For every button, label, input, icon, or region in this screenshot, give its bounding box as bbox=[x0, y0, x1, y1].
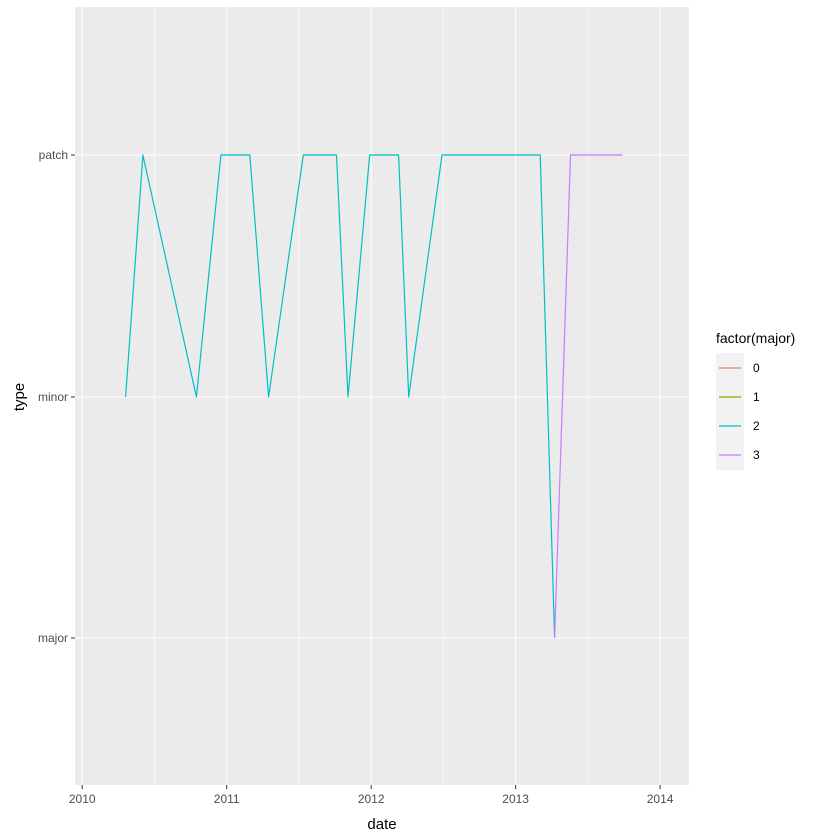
legend-label-1: 1 bbox=[753, 390, 760, 404]
major-gridlines bbox=[75, 7, 689, 785]
legend-key-background bbox=[716, 353, 744, 470]
x-tick-label: 2010 bbox=[69, 792, 96, 806]
legend-title: factor(major) bbox=[716, 330, 795, 346]
minor-gridlines bbox=[154, 7, 589, 785]
x-tick-label: 2011 bbox=[214, 792, 240, 806]
plot-panel bbox=[75, 7, 689, 785]
legend-label-2: 2 bbox=[753, 419, 760, 433]
y-axis-title: type bbox=[11, 383, 28, 411]
series-line-2 bbox=[125, 154, 556, 639]
legend-label-0: 0 bbox=[753, 361, 760, 375]
x-tick-label: 2012 bbox=[358, 792, 385, 806]
series-lines bbox=[125, 154, 623, 639]
x-axis-title: date bbox=[367, 816, 396, 833]
x-tick-label: 2013 bbox=[502, 792, 529, 806]
y-tick-label: patch bbox=[39, 148, 68, 162]
y-axis: major minor patch bbox=[38, 148, 75, 645]
series-line-3 bbox=[554, 154, 623, 639]
legend: factor(major) 0 1 2 3 bbox=[716, 330, 795, 470]
x-tick-label: 2014 bbox=[647, 792, 674, 806]
legend-label-3: 3 bbox=[753, 448, 760, 462]
y-tick-label: major bbox=[38, 631, 68, 645]
x-axis: 2010 2011 2012 2013 2014 bbox=[69, 785, 674, 806]
y-tick-label: minor bbox=[38, 390, 68, 404]
